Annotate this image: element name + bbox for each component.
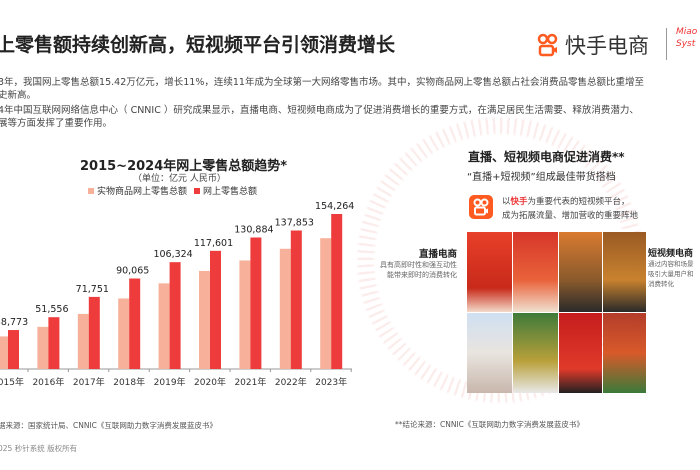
- legend-label: 网上零售总额: [203, 187, 258, 197]
- intro-line: 史新高。: [0, 90, 37, 101]
- copyright: 025 秒针系统 版权所有: [0, 444, 78, 453]
- data-label: 106,324: [153, 249, 192, 260]
- bar: [88, 296, 100, 369]
- bar: [129, 278, 141, 369]
- live-desc: 具有高即时性和强互动性: [380, 261, 457, 269]
- legend-swatch: [194, 187, 200, 194]
- short-video-screenshot: [559, 232, 602, 312]
- live-title: 直播电商: [418, 249, 457, 260]
- section-subtitle: “直播+短视频”组成最佳带货搭档: [467, 172, 616, 183]
- text: 成为拓展流量、增加营收的重要阵地: [502, 211, 639, 221]
- short-video-title: 短视频电商: [648, 249, 694, 259]
- bar: [320, 238, 332, 369]
- short-video-desc: 通过内容和场景: [648, 260, 694, 268]
- divider: [666, 28, 667, 60]
- kuaishou-ecommerce-logo: 快手电商: [537, 30, 649, 60]
- kuaishou-description: 以快手为重要代表的短视频平台， 成为拓展流量、增加营收的重要阵地: [502, 195, 638, 223]
- live-screenshot: [513, 232, 558, 312]
- bar: [77, 313, 89, 369]
- x-tick-label: 2016年: [32, 376, 64, 388]
- live-screenshot: [513, 313, 558, 393]
- x-tick-label: 2015年: [0, 376, 24, 388]
- short-video-commerce-block: 短视频电商 通过内容和场景 吸引大量用户和 消费转化: [648, 246, 700, 289]
- bar: [0, 336, 8, 369]
- live-screenshot: [467, 232, 512, 312]
- intro-line: 3年，我国网上零售总额15.42万亿元，增长11%，连续11年成为全球第一大网络…: [0, 77, 644, 88]
- bar: [331, 214, 343, 369]
- data-label: 117,601: [194, 238, 233, 249]
- live-desc: 能带来即时的消费转化: [387, 271, 457, 279]
- chart-unit: （单位：亿元 人民币）: [133, 174, 226, 184]
- text: 为重要代表的短视频平台，: [527, 197, 630, 207]
- bar: [250, 237, 262, 369]
- short-video-screenshot: [603, 313, 646, 393]
- conclusion-source: **结论来源：CNNIC《互联网助力数字消费发展蓝皮书》: [395, 420, 584, 429]
- kuaishou-logo-icon: [537, 33, 558, 57]
- data-label: 38,773: [0, 317, 28, 328]
- legend-swatch: [88, 187, 94, 194]
- kuaishou-app-icon: [469, 195, 493, 219]
- page-title: 上零售额持续创新高，短视频平台引领消费增长: [0, 34, 396, 56]
- data-label: 137,853: [275, 217, 314, 228]
- bar: [279, 248, 291, 369]
- bar: [37, 326, 49, 369]
- partner-logo: Miao Syst: [676, 27, 698, 49]
- x-tick-label: 2017年: [73, 376, 105, 388]
- legend-item: 网上零售总额: [194, 184, 257, 197]
- short-video-desc: 消费转化: [648, 280, 674, 288]
- x-tick-label: 2019年: [154, 376, 186, 388]
- x-tick-label: 2018年: [113, 376, 145, 388]
- bar: [239, 260, 251, 369]
- intro-line: 4年中国互联网网络信息中心（ CNNIC ）研究成果显示，直播电商、短视频电商成…: [0, 105, 639, 116]
- intro-line: 展等方面发挥了重要作用。: [0, 118, 113, 129]
- text: 以: [502, 197, 511, 207]
- bar-chart: 38,773 2015年 51,556 2016年 71,751 2017年 90,065 2…: [0, 201, 354, 388]
- data-label: 71,751: [76, 284, 109, 295]
- bar: [118, 298, 130, 369]
- live-commerce-block: 直播电商 具有高即时性和强互动性 能带来即时的消费转化: [380, 246, 457, 280]
- data-label: 130,884: [234, 224, 273, 235]
- chart-title: 2015~2024年网上零售总额趋势*: [80, 159, 288, 174]
- bar: [158, 283, 170, 369]
- legend-label: 实物商品网上零售总额: [97, 187, 188, 197]
- bar: [48, 317, 60, 369]
- x-tick-label: 2020年: [194, 376, 226, 388]
- bar: [210, 250, 221, 369]
- short-video-desc: 吸引大量用户和: [648, 270, 694, 278]
- section-title: 直播、短视频电商促进消费**: [468, 150, 625, 164]
- bar: [290, 230, 302, 369]
- screenshot-collage: [467, 232, 646, 393]
- logo-text: 快手电商: [565, 34, 649, 58]
- short-video-screenshot: [603, 232, 646, 312]
- bar: [199, 270, 210, 369]
- bar: [169, 262, 181, 369]
- x-tick-label: 2021年: [234, 376, 266, 388]
- legend-item: 实物商品网上零售总额: [88, 184, 187, 197]
- chart-source: 据来源：国家统计局、CNNIC《互联网助力数字消费发展蓝皮书》: [0, 421, 217, 430]
- x-tick-label: 2023年: [315, 376, 347, 388]
- live-screenshot: [467, 313, 512, 393]
- data-label: 154,264: [315, 201, 354, 212]
- highlight: 快手: [510, 197, 528, 207]
- bar: [8, 330, 19, 369]
- short-video-screenshot: [559, 313, 602, 393]
- data-label: 51,556: [35, 304, 68, 315]
- x-tick-label: 2022年: [275, 376, 307, 388]
- data-label: 90,065: [116, 266, 149, 277]
